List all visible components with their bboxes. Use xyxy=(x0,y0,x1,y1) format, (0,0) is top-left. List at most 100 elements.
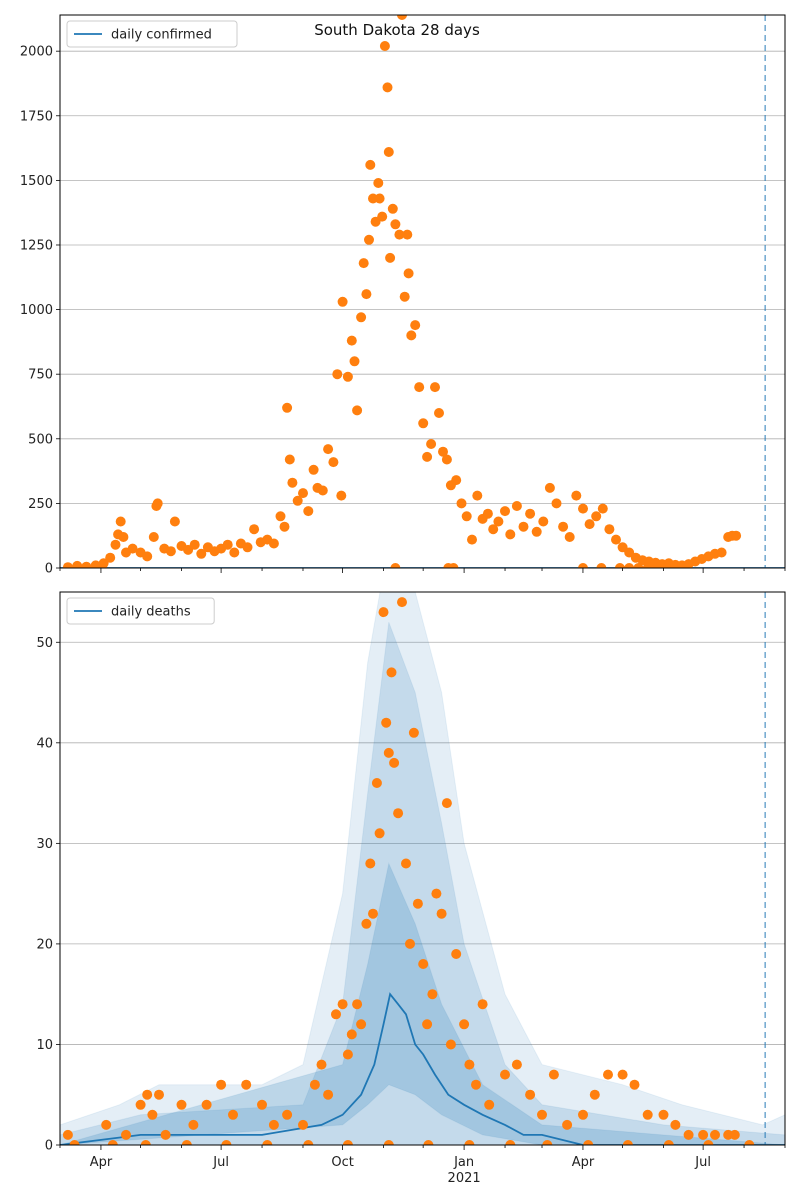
data-point xyxy=(505,1140,516,1145)
data-point xyxy=(518,521,529,532)
data-point xyxy=(399,291,410,302)
data-point xyxy=(142,551,153,562)
data-point xyxy=(358,258,369,269)
y-tick-label: 2000 xyxy=(20,45,53,60)
data-point xyxy=(383,147,394,157)
data-point xyxy=(624,563,635,568)
data-point xyxy=(105,552,116,563)
data-point xyxy=(148,532,159,542)
plot-area xyxy=(60,15,785,568)
data-point xyxy=(661,563,672,568)
data-point xyxy=(298,488,308,499)
data-point xyxy=(221,1140,232,1145)
data-point xyxy=(464,1140,475,1145)
data-point xyxy=(461,511,472,522)
data-point xyxy=(571,490,582,501)
data-point xyxy=(564,532,575,542)
y-tick-label: 10 xyxy=(36,1038,53,1053)
data-point xyxy=(342,371,353,382)
data-point xyxy=(160,1129,171,1140)
data-point xyxy=(352,405,363,416)
data-point xyxy=(464,1059,475,1070)
y-tick-label: 30 xyxy=(36,837,53,852)
data-point xyxy=(418,418,429,429)
data-point xyxy=(292,495,303,506)
data-point xyxy=(342,1049,353,1060)
data-point xyxy=(298,1119,308,1130)
data-point xyxy=(431,888,442,899)
data-point xyxy=(716,547,727,558)
data-point xyxy=(511,501,522,511)
data-point xyxy=(257,1099,267,1110)
y-tick-label: 40 xyxy=(36,736,53,751)
data-point xyxy=(308,464,319,475)
data-point xyxy=(176,1099,187,1110)
data-point xyxy=(633,563,644,568)
y-tick-label: 500 xyxy=(28,432,53,447)
data-point xyxy=(165,546,176,557)
data-point xyxy=(629,1079,640,1090)
data-point xyxy=(346,335,357,346)
data-point xyxy=(427,989,438,1000)
data-point xyxy=(614,563,625,568)
data-point xyxy=(356,312,367,323)
data-point xyxy=(282,1109,293,1120)
data-point xyxy=(371,778,382,788)
data-point xyxy=(597,503,608,514)
axes-frame xyxy=(59,14,786,569)
data-point xyxy=(589,1089,600,1100)
data-point xyxy=(710,1129,720,1140)
data-point xyxy=(558,521,569,532)
data-point xyxy=(591,511,602,522)
data-point xyxy=(229,547,240,558)
data-point xyxy=(383,747,394,758)
data-point xyxy=(241,1079,252,1090)
data-point xyxy=(397,597,407,608)
data-point xyxy=(368,908,378,919)
data-point xyxy=(410,320,421,331)
data-point xyxy=(405,938,415,949)
y-tick-label: 250 xyxy=(28,497,53,512)
data-point xyxy=(459,1019,470,1030)
data-point xyxy=(328,457,339,468)
data-point xyxy=(118,532,129,542)
data-point xyxy=(441,454,452,465)
data-point xyxy=(441,798,452,809)
data-point xyxy=(361,289,372,300)
data-point xyxy=(525,508,536,519)
data-point xyxy=(642,563,653,568)
data-point xyxy=(698,1129,709,1140)
data-point xyxy=(72,560,83,568)
data-point xyxy=(505,529,516,540)
data-point xyxy=(216,1079,227,1090)
data-point xyxy=(403,268,414,279)
y-tick-label: 750 xyxy=(28,368,53,383)
data-point xyxy=(121,1129,131,1140)
data-point xyxy=(98,558,109,568)
data-point xyxy=(115,516,126,527)
data-point xyxy=(484,1099,495,1110)
data-point xyxy=(583,1140,594,1145)
data-point xyxy=(538,516,549,527)
data-point xyxy=(342,1140,353,1145)
data-point xyxy=(596,563,607,568)
data-point xyxy=(422,451,433,462)
data-point xyxy=(603,1069,613,1080)
y-tick-label: 50 xyxy=(36,636,53,651)
data-point xyxy=(188,1119,199,1130)
data-point xyxy=(578,503,588,514)
data-point xyxy=(451,949,462,959)
data-point xyxy=(670,1119,681,1130)
data-point xyxy=(374,193,385,204)
data-point xyxy=(604,524,615,535)
data-point xyxy=(242,542,253,553)
data-point xyxy=(642,1109,653,1120)
data-point xyxy=(426,439,437,449)
uncertainty-band xyxy=(60,592,785,1145)
legend-label: daily confirmed xyxy=(111,28,212,43)
data-point xyxy=(578,1109,588,1120)
data-point xyxy=(525,1089,536,1100)
data-point xyxy=(287,477,298,488)
